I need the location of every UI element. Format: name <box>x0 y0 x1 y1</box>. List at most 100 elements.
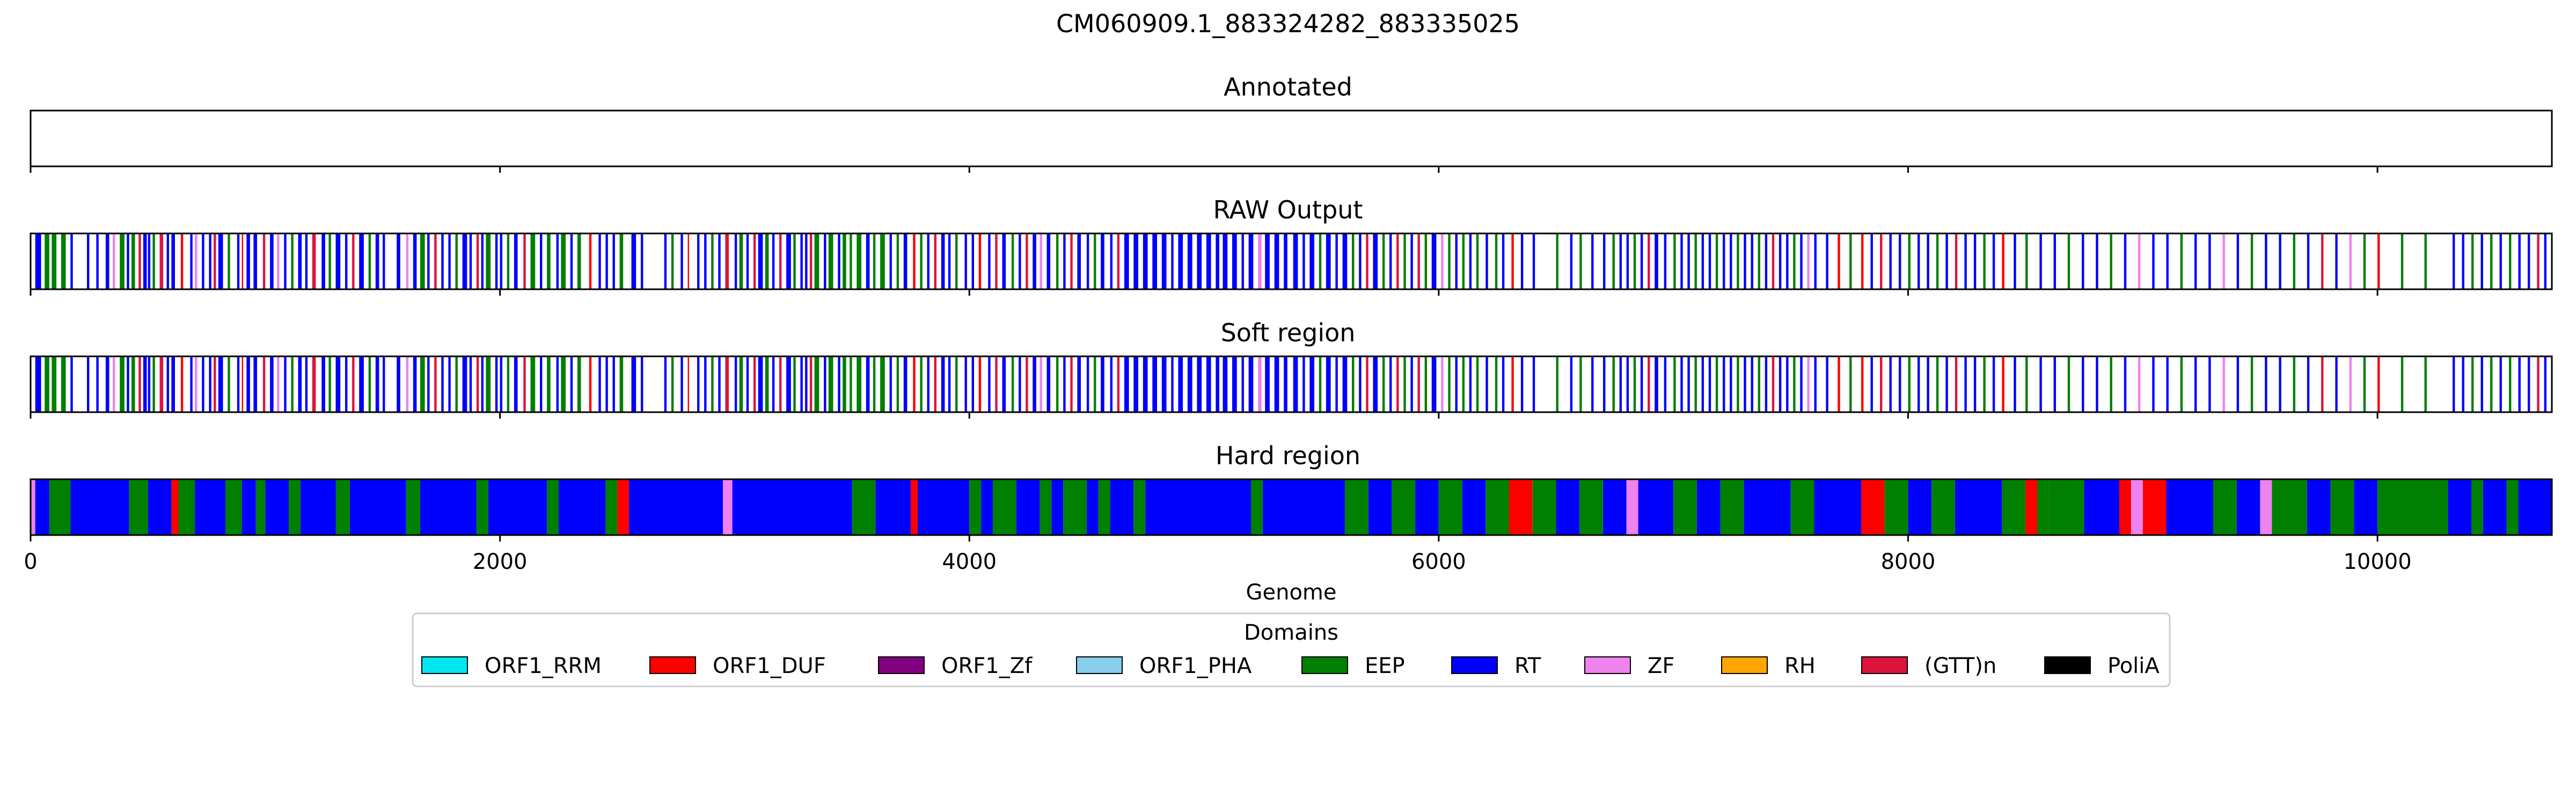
segment-orf1duf <box>2142 479 2167 535</box>
segment-eep <box>1094 356 1096 412</box>
segment-rt <box>1019 356 1021 412</box>
segment-eep <box>1352 233 1355 289</box>
segment-eep <box>129 479 148 535</box>
segment-eep <box>1556 233 1558 289</box>
segment-gttn <box>779 356 782 412</box>
segment-eep <box>2490 233 2493 289</box>
segment-rt <box>746 356 749 412</box>
segment-orf1duf <box>978 356 982 412</box>
segment-rt <box>2082 356 2084 412</box>
segment-gttn <box>1026 356 1028 412</box>
segment-rt <box>1161 233 1167 289</box>
segment-rt <box>540 356 543 412</box>
segment-eep <box>2424 356 2427 412</box>
x-axis-label: Genome <box>1246 580 1336 605</box>
segment-eep <box>152 356 155 412</box>
segment-rt <box>1232 233 1237 289</box>
legend-entries: ORF1_RRM ORF1_DUF ORF1_Zf ORF1_PHA EEP RT ZF RH… <box>421 654 2160 678</box>
segment-rt <box>359 356 364 412</box>
segment-rt <box>641 356 643 412</box>
segment-gttn <box>214 233 216 289</box>
segment-rt <box>2265 356 2267 412</box>
segment-rt <box>1655 356 1658 412</box>
segment-rt <box>2499 356 2502 412</box>
segment-eep <box>1694 356 1697 412</box>
segment-rt <box>218 233 223 289</box>
segment-rt <box>964 356 967 412</box>
segment-eep <box>2110 233 2112 289</box>
segment-eep <box>547 233 551 289</box>
legend-label: EEP <box>1365 654 1405 678</box>
segment-eep <box>1936 233 1939 289</box>
segment-rt <box>824 233 826 289</box>
segment-rt <box>1696 479 1721 535</box>
segment-rt <box>758 356 763 412</box>
segment-rt <box>1152 233 1157 289</box>
segment-rt <box>1955 479 2002 535</box>
segment-rt <box>903 233 908 289</box>
legend-swatch <box>2044 656 2091 674</box>
segment-rt <box>1284 356 1287 412</box>
track-hard-region-frame <box>30 478 2553 536</box>
segment-rt <box>1110 356 1113 412</box>
segment-eep <box>420 233 425 289</box>
segment-rt <box>441 233 444 289</box>
segment-rt <box>1973 233 1977 289</box>
segment-rt <box>143 233 147 289</box>
segment-zf <box>1258 356 1262 412</box>
segment-rt <box>500 233 502 289</box>
segment-rt <box>612 233 615 289</box>
legend-label: RT <box>1514 654 1541 678</box>
segment-zf <box>1441 356 1444 412</box>
segment-rt <box>1051 479 1064 535</box>
segment-eep <box>1438 479 1462 535</box>
segment-rt <box>1431 233 1437 289</box>
segment-rt <box>875 479 911 535</box>
segment-orf1duf <box>617 479 630 535</box>
segment-rt <box>1335 356 1338 412</box>
segment-rt <box>605 356 608 412</box>
segment-rt <box>1591 233 1594 289</box>
segment-orf1duf <box>1511 233 1514 289</box>
segment-rt <box>270 356 274 412</box>
segment-gttn <box>809 233 813 289</box>
segment-eep <box>1673 479 1697 535</box>
track-hard-region-ticks <box>30 535 2379 541</box>
segment-rt <box>1124 356 1129 412</box>
segment-eep <box>1040 479 1052 535</box>
segment-eep <box>561 356 566 412</box>
segment-rt <box>570 356 573 412</box>
segment-rt <box>96 356 99 412</box>
segment-rt <box>495 233 498 289</box>
segment-rt <box>629 479 723 535</box>
track-title-annotated: Annotated <box>1224 72 1352 101</box>
segment-orf1duf <box>910 479 918 535</box>
segment-rt <box>1171 233 1174 289</box>
segment-eep <box>228 233 230 289</box>
track-annotated: Annotated <box>30 72 2553 173</box>
segment-rt <box>265 479 289 535</box>
segment-rt <box>1664 356 1667 412</box>
segment-rt <box>2082 233 2084 289</box>
segment-rt <box>1786 356 1789 412</box>
segment-eep <box>1931 479 1955 535</box>
segment-rt <box>96 233 99 289</box>
segment-rt <box>246 356 250 412</box>
segment-rt <box>631 356 636 412</box>
segment-rt <box>2236 479 2260 535</box>
segment-rt <box>1077 233 1081 289</box>
segment-eep <box>1673 356 1676 412</box>
segment-rt <box>1178 233 1183 289</box>
segment-rt <box>2014 356 2016 412</box>
segment-eep <box>793 233 796 289</box>
segment-rt <box>1389 233 1392 289</box>
segment-rt <box>2518 233 2521 289</box>
segment-eep <box>857 356 861 412</box>
segment-eep <box>1579 479 1603 535</box>
segment-rt <box>1520 356 1524 412</box>
segment-rt <box>218 356 223 412</box>
segment-rt <box>1046 233 1051 289</box>
segment-rt <box>641 233 643 289</box>
segment-rt <box>948 233 951 289</box>
segment-eep <box>1849 356 1852 412</box>
